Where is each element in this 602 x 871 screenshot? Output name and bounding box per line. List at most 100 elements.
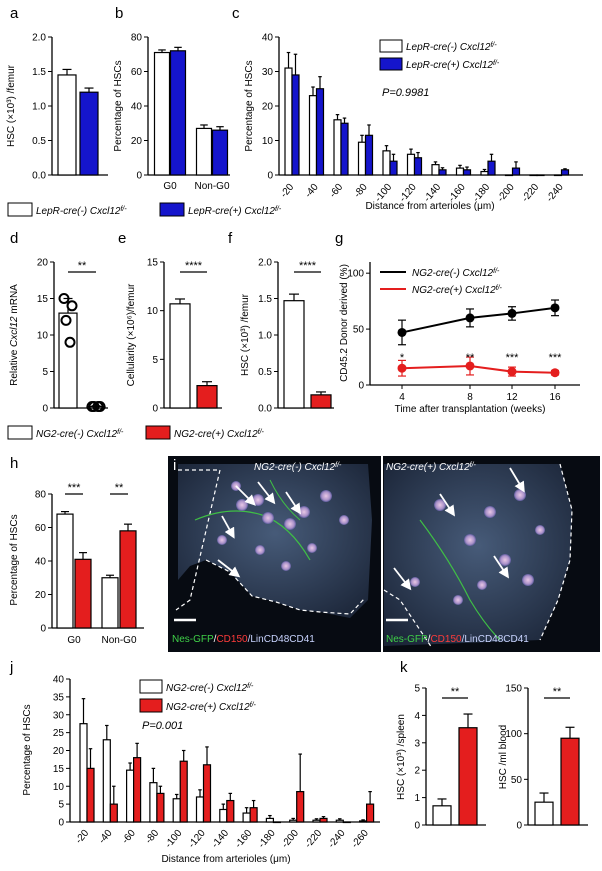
panel-b-ylabel: Percentage of HSCs bbox=[113, 60, 124, 151]
panel-c-bar-neg bbox=[333, 119, 342, 176]
panel-j-ytick-label: 30 bbox=[53, 710, 65, 721]
panel-f-ytick-label: 1.5 bbox=[258, 294, 272, 305]
panel-label-d: d bbox=[10, 230, 18, 247]
panel-b-bar-neg bbox=[153, 51, 171, 176]
panel-k-blood-ytick-label: 100 bbox=[505, 729, 522, 740]
panel-k-blood-bar-neg bbox=[534, 801, 554, 826]
panel-g-sig: ** bbox=[466, 352, 475, 364]
panel-h-sig: ** bbox=[115, 482, 124, 494]
panel-j-bar-pos bbox=[109, 803, 118, 823]
panel-e-ytick-label: 5 bbox=[152, 355, 158, 366]
panel-g-point-neg bbox=[550, 303, 560, 313]
panel-e-ylabel: Cellularity (×10⁶)/femur bbox=[126, 283, 137, 386]
panel-j-ytick-label: 25 bbox=[53, 728, 65, 739]
panel-i-micrographs: NG2-cre(-) Cxcl12f/- i NG2-cre(+) Cxcl12… bbox=[168, 456, 600, 652]
panel-b-ytick-label: 0 bbox=[136, 171, 142, 182]
panel-j-ylabel: Percentage of HSCs bbox=[22, 704, 33, 795]
panel-c-bar-pos bbox=[291, 74, 300, 176]
panel-j-xtick-label: -220 bbox=[303, 828, 325, 851]
panel-g-xtick-label: 12 bbox=[506, 392, 518, 403]
panel-c-bar-neg bbox=[308, 95, 318, 176]
panel-b-bar-pos bbox=[211, 129, 229, 176]
panel-k-blood-ytick-label: 50 bbox=[511, 775, 523, 786]
panel-c-bar-neg bbox=[357, 141, 367, 176]
panel-f-ytick-label: 2.0 bbox=[258, 258, 272, 269]
micrograph-right: NG2-cre(+) Cxcl12f/- bbox=[383, 456, 600, 652]
panel-j-bar-neg bbox=[359, 820, 368, 823]
micrograph-right-title: NG2-cre(+) Cxcl12f/- bbox=[386, 462, 477, 474]
panel-j-bar-neg bbox=[219, 808, 228, 823]
panel-e-bar-neg bbox=[169, 303, 191, 409]
stain-legend-right: Nes-GFP/CD150/LinCD48CD41 bbox=[386, 634, 529, 645]
panel-j-xtick-label: -240 bbox=[326, 828, 348, 851]
panel-d-datapoint bbox=[58, 293, 70, 304]
panel-k-spleen-bar-pos bbox=[458, 727, 478, 826]
legend-c-pos: LepR-cre(+) Cxcl12f/- bbox=[406, 60, 500, 72]
panel-j-xtick-label: -200 bbox=[280, 828, 302, 851]
panel-f-ytick-label: 1.0 bbox=[258, 331, 272, 342]
panel-c-bar-neg bbox=[455, 167, 465, 176]
panel-f-ytick-label: 0.0 bbox=[258, 404, 272, 415]
legend-j-swatch-neg bbox=[139, 679, 163, 694]
panel-h-bar-pos bbox=[119, 530, 137, 629]
panel-c-ytick-label: 10 bbox=[262, 136, 274, 147]
panel-label-i: i bbox=[173, 457, 176, 474]
panel-h-ytick-label: 80 bbox=[35, 490, 47, 501]
panel-c-bar-neg bbox=[284, 67, 293, 176]
legend-lepr-neg: LepR-cre(-) Cxcl12f/- bbox=[36, 206, 127, 218]
pvalue-j: P=0.001 bbox=[142, 720, 183, 732]
panel-h-ytick-label: 0 bbox=[40, 624, 46, 635]
legend-ng2: NG2-cre(-) Cxcl12f/- NG2-cre(+) Cxcl12f/… bbox=[7, 425, 265, 440]
panel-h-ytick-label: 40 bbox=[35, 557, 47, 568]
panel-a-ytick-label: 0.0 bbox=[32, 171, 46, 182]
panel-c-xtick-label: -80 bbox=[352, 182, 370, 200]
panel-b-ytick-label: 20 bbox=[131, 136, 143, 147]
panel-c-ylabel: Percentage of HSCs bbox=[244, 60, 255, 151]
panel-g-xlabel: Time after transplantation (weeks) bbox=[395, 404, 546, 415]
panel-k-spleen-ylabel: HSC (×10³) /spleen bbox=[396, 714, 407, 800]
panel-d-datapoint bbox=[92, 401, 104, 413]
panel-k-spleen-ytick-label: 4 bbox=[414, 711, 420, 722]
panel-d-datapoint bbox=[66, 300, 78, 312]
panel-j-bar-pos bbox=[342, 821, 351, 824]
panel-j-xtick-label: -180 bbox=[256, 828, 278, 851]
panel-d-ytick-label: 10 bbox=[37, 331, 49, 342]
panel-j-xtick-label: -120 bbox=[187, 828, 209, 851]
panel-g-series-pos-line bbox=[401, 364, 556, 374]
panel-f-ylabel: HSC (×10³) /femur bbox=[240, 293, 251, 376]
panel-c-xtick-label: -220 bbox=[520, 182, 542, 205]
panel-a-bar-neg bbox=[57, 74, 77, 176]
panel-k-blood-ylabel: HSC /ml blood bbox=[498, 725, 509, 789]
panel-j-bar-pos bbox=[202, 764, 212, 823]
panel-c-bar-pos bbox=[511, 167, 521, 176]
panel-d-datapoint bbox=[88, 401, 100, 413]
legend-g: NG2-cre(-) Cxcl12f/- NG2-cre(+) Cxcl12f/… bbox=[380, 268, 503, 296]
legend-c-swatch-neg bbox=[379, 39, 403, 53]
legend-c-swatch-pos bbox=[379, 57, 403, 71]
panel-h-xtick-label: G0 bbox=[67, 635, 81, 646]
panel-j-xtick-label: -20 bbox=[74, 828, 92, 846]
panel-k-spleen-ytick-label: 5 bbox=[414, 684, 420, 695]
panel-j-bar-pos bbox=[133, 757, 142, 823]
panel-label-b: b bbox=[115, 5, 123, 22]
panel-j-bar-neg bbox=[195, 796, 205, 823]
panel-h-ytick-label: 60 bbox=[35, 523, 47, 534]
micrograph-left-title: NG2-cre(-) Cxcl12f/- bbox=[254, 462, 342, 474]
panel-j-bar-neg bbox=[242, 812, 251, 823]
panel-g-sig: * bbox=[400, 352, 405, 364]
panel-a-ytick-label: 2.0 bbox=[32, 33, 46, 44]
legend-j-swatch-pos bbox=[139, 698, 163, 713]
legend-j-pos: NG2-cre(+) Cxcl12f/- bbox=[166, 702, 257, 714]
panel-g-xtick-label: 8 bbox=[467, 392, 473, 403]
panel-g-point-neg bbox=[397, 327, 407, 337]
panel-a-ytick-label: 1.5 bbox=[32, 67, 46, 78]
panel-k-blood-sig: ** bbox=[553, 686, 562, 698]
panel-j-bar-pos bbox=[179, 760, 188, 823]
panel-c-xtick-label: -40 bbox=[303, 182, 321, 200]
panel-h-ytick-label: 20 bbox=[35, 590, 47, 601]
panel-k-spleen-ytick-label: 0 bbox=[414, 821, 420, 832]
panel-j-ytick-label: 15 bbox=[53, 764, 65, 775]
panel-c-bar-neg bbox=[382, 150, 391, 176]
panel-c-bar-neg bbox=[529, 174, 538, 177]
